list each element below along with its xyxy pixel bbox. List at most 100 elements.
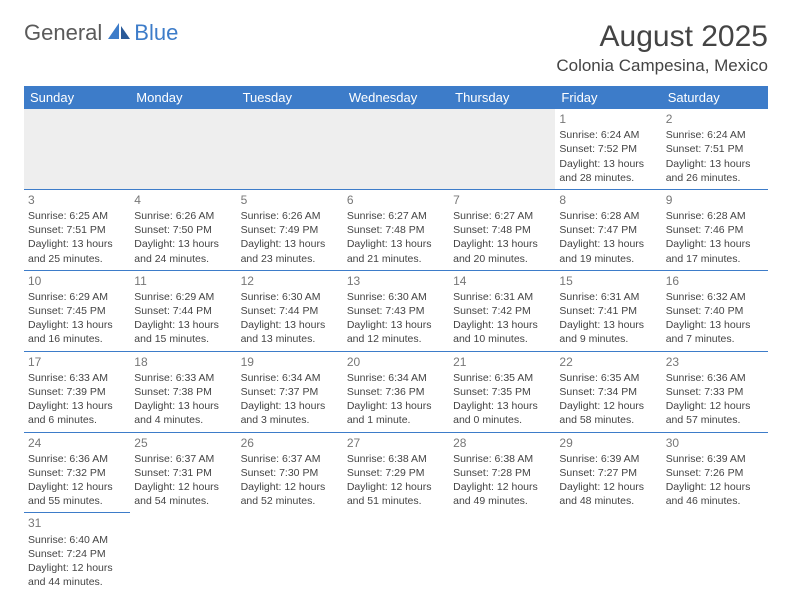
sunset-text: Sunset: 7:40 PM [666,304,764,318]
day-number: 6 [347,192,445,208]
calendar-cell: 28Sunrise: 6:38 AMSunset: 7:28 PMDayligh… [449,432,555,513]
sunrise-text: Sunrise: 6:39 AM [559,452,657,466]
sunrise-text: Sunrise: 6:35 AM [559,371,657,385]
weekday-header-row: Sunday Monday Tuesday Wednesday Thursday… [24,86,768,109]
calendar-cell: 12Sunrise: 6:30 AMSunset: 7:44 PMDayligh… [237,270,343,351]
calendar-cell [449,513,555,593]
calendar-cell: 19Sunrise: 6:34 AMSunset: 7:37 PMDayligh… [237,351,343,432]
sunrise-text: Sunrise: 6:24 AM [666,128,764,142]
daylight-text: Daylight: 12 hours and 57 minutes. [666,399,764,427]
day-number: 4 [134,192,232,208]
logo-text-part2: Blue [134,20,178,46]
day-number: 24 [28,435,126,451]
sunrise-text: Sunrise: 6:32 AM [666,290,764,304]
calendar-cell: 25Sunrise: 6:37 AMSunset: 7:31 PMDayligh… [130,432,236,513]
day-number: 8 [559,192,657,208]
calendar-table: Sunday Monday Tuesday Wednesday Thursday… [24,86,768,593]
daylight-text: Daylight: 13 hours and 20 minutes. [453,237,551,265]
sunrise-text: Sunrise: 6:34 AM [347,371,445,385]
daylight-text: Daylight: 13 hours and 26 minutes. [666,157,764,185]
calendar-row: 10Sunrise: 6:29 AMSunset: 7:45 PMDayligh… [24,270,768,351]
day-number: 9 [666,192,764,208]
day-number: 2 [666,111,764,127]
sunset-text: Sunset: 7:35 PM [453,385,551,399]
calendar-cell: 16Sunrise: 6:32 AMSunset: 7:40 PMDayligh… [662,270,768,351]
daylight-text: Daylight: 13 hours and 9 minutes. [559,318,657,346]
sunrise-text: Sunrise: 6:31 AM [559,290,657,304]
sunset-text: Sunset: 7:41 PM [559,304,657,318]
sunrise-text: Sunrise: 6:33 AM [28,371,126,385]
daylight-text: Daylight: 13 hours and 16 minutes. [28,318,126,346]
daylight-text: Daylight: 12 hours and 58 minutes. [559,399,657,427]
sunset-text: Sunset: 7:24 PM [28,547,126,561]
calendar-cell: 31Sunrise: 6:40 AMSunset: 7:24 PMDayligh… [24,513,130,593]
day-number: 7 [453,192,551,208]
day-number: 21 [453,354,551,370]
daylight-text: Daylight: 13 hours and 17 minutes. [666,237,764,265]
calendar-cell: 21Sunrise: 6:35 AMSunset: 7:35 PMDayligh… [449,351,555,432]
weekday-header: Monday [130,86,236,109]
sunrise-text: Sunrise: 6:40 AM [28,533,126,547]
sunrise-text: Sunrise: 6:30 AM [347,290,445,304]
day-number: 23 [666,354,764,370]
sunset-text: Sunset: 7:33 PM [666,385,764,399]
calendar-cell [343,513,449,593]
sunset-text: Sunset: 7:50 PM [134,223,232,237]
daylight-text: Daylight: 13 hours and 24 minutes. [134,237,232,265]
calendar-cell [24,109,130,189]
day-number: 14 [453,273,551,289]
sunset-text: Sunset: 7:47 PM [559,223,657,237]
weekday-header: Friday [555,86,661,109]
header: General Blue August 2025 Colonia Campesi… [24,20,768,76]
weekday-header: Sunday [24,86,130,109]
calendar-cell: 1Sunrise: 6:24 AMSunset: 7:52 PMDaylight… [555,109,661,189]
sunrise-text: Sunrise: 6:31 AM [453,290,551,304]
calendar-cell: 9Sunrise: 6:28 AMSunset: 7:46 PMDaylight… [662,189,768,270]
sunrise-text: Sunrise: 6:38 AM [347,452,445,466]
daylight-text: Daylight: 13 hours and 28 minutes. [559,157,657,185]
calendar-cell: 3Sunrise: 6:25 AMSunset: 7:51 PMDaylight… [24,189,130,270]
daylight-text: Daylight: 12 hours and 51 minutes. [347,480,445,508]
daylight-text: Daylight: 13 hours and 21 minutes. [347,237,445,265]
sunrise-text: Sunrise: 6:26 AM [134,209,232,223]
daylight-text: Daylight: 13 hours and 12 minutes. [347,318,445,346]
calendar-cell: 8Sunrise: 6:28 AMSunset: 7:47 PMDaylight… [555,189,661,270]
day-number: 27 [347,435,445,451]
calendar-cell: 24Sunrise: 6:36 AMSunset: 7:32 PMDayligh… [24,432,130,513]
sunrise-text: Sunrise: 6:37 AM [241,452,339,466]
day-number: 19 [241,354,339,370]
weekday-header: Thursday [449,86,555,109]
daylight-text: Daylight: 13 hours and 1 minute. [347,399,445,427]
day-number: 5 [241,192,339,208]
logo: General Blue [24,20,178,46]
sunrise-text: Sunrise: 6:38 AM [453,452,551,466]
sunset-text: Sunset: 7:51 PM [666,142,764,156]
sunset-text: Sunset: 7:49 PM [241,223,339,237]
calendar-row: 31Sunrise: 6:40 AMSunset: 7:24 PMDayligh… [24,513,768,593]
calendar-cell [449,109,555,189]
sunset-text: Sunset: 7:31 PM [134,466,232,480]
sunrise-text: Sunrise: 6:28 AM [559,209,657,223]
sunset-text: Sunset: 7:43 PM [347,304,445,318]
weekday-header: Wednesday [343,86,449,109]
day-number: 15 [559,273,657,289]
sunrise-text: Sunrise: 6:26 AM [241,209,339,223]
calendar-row: 24Sunrise: 6:36 AMSunset: 7:32 PMDayligh… [24,432,768,513]
sunset-text: Sunset: 7:36 PM [347,385,445,399]
calendar-cell: 10Sunrise: 6:29 AMSunset: 7:45 PMDayligh… [24,270,130,351]
sunrise-text: Sunrise: 6:30 AM [241,290,339,304]
calendar-cell [555,513,661,593]
sunrise-text: Sunrise: 6:35 AM [453,371,551,385]
sunset-text: Sunset: 7:48 PM [347,223,445,237]
weekday-header: Saturday [662,86,768,109]
calendar-cell: 7Sunrise: 6:27 AMSunset: 7:48 PMDaylight… [449,189,555,270]
calendar-cell: 22Sunrise: 6:35 AMSunset: 7:34 PMDayligh… [555,351,661,432]
sunrise-text: Sunrise: 6:27 AM [347,209,445,223]
day-number: 10 [28,273,126,289]
day-number: 28 [453,435,551,451]
sunset-text: Sunset: 7:48 PM [453,223,551,237]
day-number: 31 [28,515,126,531]
daylight-text: Daylight: 13 hours and 7 minutes. [666,318,764,346]
sunset-text: Sunset: 7:37 PM [241,385,339,399]
daylight-text: Daylight: 12 hours and 54 minutes. [134,480,232,508]
